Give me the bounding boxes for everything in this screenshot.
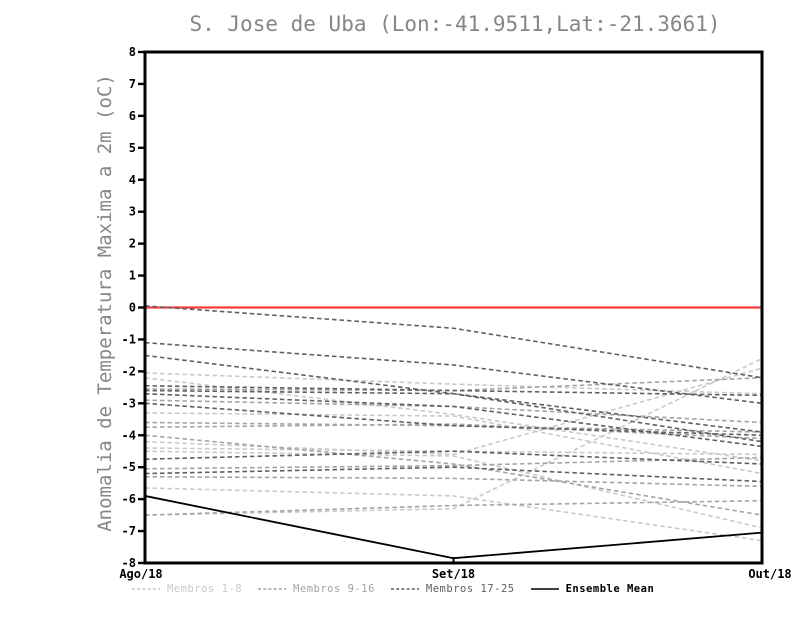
y-tick-label: -6 — [122, 492, 136, 506]
member-line-group3 — [144, 389, 763, 443]
membros-17-25-line-swatch — [390, 585, 420, 593]
member-line-group2 — [144, 499, 763, 516]
y-tick-label: -1 — [122, 332, 136, 346]
y-tick-label: -5 — [122, 460, 136, 474]
y-tick-label: 3 — [129, 205, 136, 219]
member-line-group1 — [144, 450, 763, 529]
member-line-group3 — [144, 305, 763, 379]
y-tick-label: 7 — [129, 77, 136, 91]
y-tick-label: -3 — [122, 396, 136, 410]
membros-9-16-line-swatch — [257, 585, 287, 593]
member-line-group3 — [144, 392, 763, 448]
legend-item-membros-9-16: Membros 9-16 — [257, 583, 375, 595]
x-tick-label: Out/18 — [748, 567, 791, 581]
x-tick-label: Ago/18 — [119, 567, 162, 581]
legend: Membros 1-8 Membros 9-16 Membros 17-25 E… — [131, 583, 654, 595]
legend-label-ensemble-mean: Ensemble Mean — [565, 583, 655, 595]
member-line-group3 — [144, 402, 763, 437]
ensemble-mean-line-swatch — [530, 585, 560, 593]
legend-label-membros-17-25: Membros 17-25 — [425, 583, 515, 595]
y-tick-label: -4 — [122, 428, 136, 442]
legend-label-membros-1-8: Membros 1-8 — [167, 583, 243, 595]
legend-item-membros-1-8: Membros 1-8 — [131, 583, 242, 595]
member-line-group3 — [144, 450, 763, 465]
y-tick-label: 2 — [129, 237, 136, 251]
y-tick-label: -8 — [122, 556, 136, 570]
member-line-group2 — [144, 475, 763, 488]
member-line-group3 — [144, 466, 763, 483]
y-tick-label: 5 — [129, 141, 136, 155]
y-tick-label: 6 — [129, 109, 136, 123]
y-tick-label: 8 — [129, 45, 136, 59]
member-line-group1 — [144, 376, 763, 462]
member-line-group3 — [144, 384, 763, 397]
member-line-group2 — [144, 434, 763, 516]
member-line-group3 — [144, 341, 763, 405]
x-tick-label: Set/18 — [432, 567, 475, 581]
legend-label-membros-9-16: Membros 9-16 — [293, 583, 375, 595]
member-line-group1 — [144, 487, 763, 542]
member-line-group1 — [144, 357, 763, 516]
y-tick-label: -2 — [122, 364, 136, 378]
y-tick-label: 1 — [129, 269, 136, 283]
y-tick-label: 4 — [129, 173, 136, 187]
member-line-group1 — [144, 367, 763, 456]
legend-item-membros-17-25: Membros 17-25 — [390, 583, 515, 595]
chart-title: S. Jose de Uba (Lon:-41.9511,Lat:-21.366… — [189, 12, 721, 36]
member-line-group2 — [144, 423, 763, 440]
member-line-group1 — [144, 372, 763, 395]
member-line-group1 — [144, 412, 763, 475]
legend-item-ensemble-mean: Ensemble Mean — [530, 583, 655, 595]
membros-1-8-line-swatch — [131, 585, 161, 593]
y-tick-label: 0 — [129, 301, 136, 315]
y-tick-label: -7 — [122, 524, 136, 538]
